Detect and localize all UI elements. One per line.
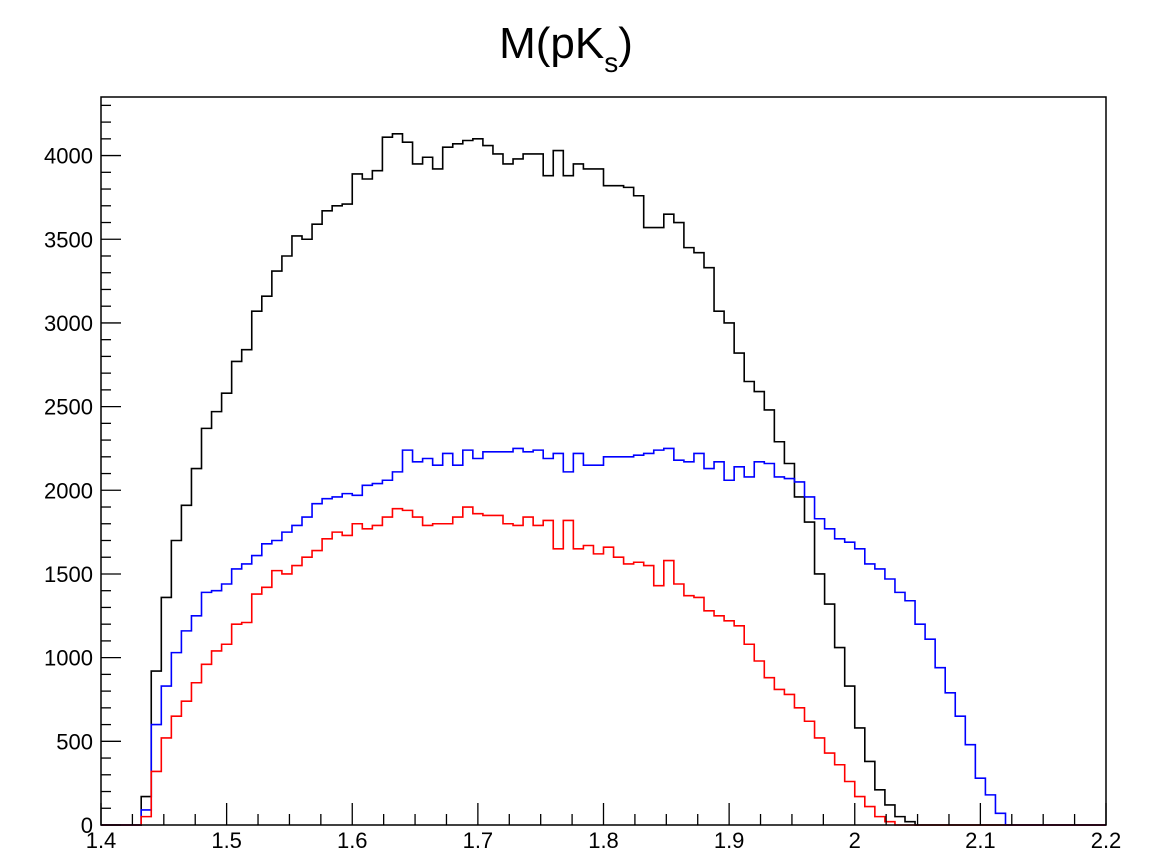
chart-title: M(pKs) — [499, 19, 633, 78]
y-tick-label: 0 — [81, 813, 93, 838]
x-tick-label: 1.5 — [211, 828, 242, 853]
y-tick-label: 1000 — [44, 646, 93, 671]
y-tick-label: 500 — [56, 729, 93, 754]
chart-title-subscript: s — [604, 47, 618, 78]
y-tick-label: 2500 — [44, 395, 93, 420]
x-tick-label: 2 — [849, 828, 861, 853]
x-tick-label: 2.1 — [965, 828, 996, 853]
y-tick-label: 3500 — [44, 227, 93, 252]
x-axis: 1.4 1.5 1.6 1.7 1.8 1.9 2 2.1 2.2 — [86, 803, 1122, 853]
chart-title-main: M(pK — [499, 19, 604, 68]
x-tick-label: 1.8 — [588, 828, 619, 853]
x-tick-label: 1.7 — [463, 828, 494, 853]
x-tick-label: 1.6 — [337, 828, 368, 853]
y-tick-label: 1500 — [44, 562, 93, 587]
y-tick-label: 3000 — [44, 311, 93, 336]
chart-title-close: ) — [618, 19, 633, 68]
x-tick-label: 1.4 — [86, 828, 117, 853]
histogram-series-2 — [101, 447, 1106, 826]
histogram-series-1 — [101, 133, 1106, 826]
x-tick-label: 1.9 — [714, 828, 745, 853]
series-layer — [101, 133, 1106, 826]
histogram-series-3 — [101, 506, 1106, 826]
x-tick-label: 2.2 — [1091, 828, 1122, 853]
y-tick-label: 4000 — [44, 144, 93, 169]
y-tick-label: 2000 — [44, 478, 93, 503]
y-axis: 0 500 1000 1500 2000 2500 3000 3500 4000 — [44, 104, 121, 838]
